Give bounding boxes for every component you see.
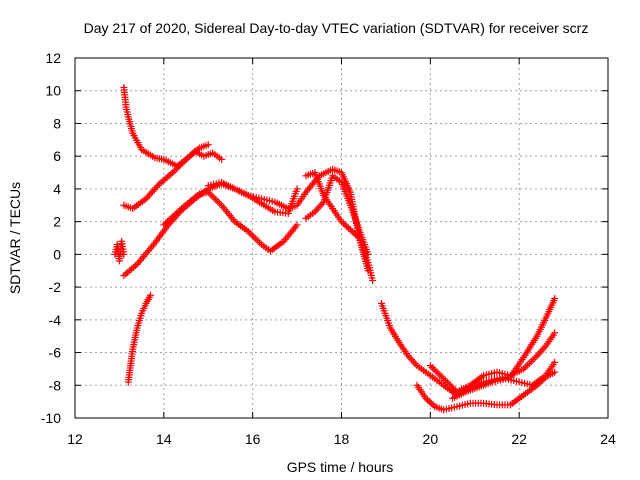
data-point-marker bbox=[369, 277, 377, 285]
y-tick-label: 8 bbox=[53, 115, 61, 131]
y-tick-label: 0 bbox=[53, 246, 61, 262]
y-tick-label: -6 bbox=[49, 345, 62, 361]
y-tick-label: 6 bbox=[53, 148, 61, 164]
x-tick-label: 18 bbox=[334, 431, 350, 447]
y-tick-label: 4 bbox=[53, 181, 61, 197]
series-track-a bbox=[111, 237, 128, 265]
x-tick-label: 20 bbox=[423, 431, 439, 447]
x-tick-label: 14 bbox=[156, 431, 172, 447]
y-tick-label: 2 bbox=[53, 214, 61, 230]
series-track-m bbox=[449, 358, 559, 402]
y-tick-label: -8 bbox=[49, 377, 62, 393]
data-point-marker bbox=[551, 329, 559, 337]
data-point-marker bbox=[204, 141, 212, 149]
x-tick-label: 22 bbox=[511, 431, 527, 447]
x-axis-label: GPS time / hours bbox=[287, 459, 394, 475]
data-point-marker bbox=[551, 368, 559, 376]
data-point-marker bbox=[364, 250, 372, 258]
x-tick-label: 16 bbox=[245, 431, 261, 447]
y-axis-label: SDTVAR / TECUs bbox=[7, 182, 23, 294]
series-track-e bbox=[124, 291, 155, 386]
series-track-i bbox=[302, 172, 372, 258]
data-point-marker bbox=[551, 358, 559, 366]
data-point-marker bbox=[293, 185, 301, 193]
data-point-marker bbox=[120, 250, 128, 258]
y-tick-label: 12 bbox=[45, 50, 61, 66]
series-track-g bbox=[204, 165, 372, 275]
x-tick-label: 24 bbox=[600, 431, 616, 447]
series-track-f bbox=[160, 188, 301, 255]
y-tick-label: -10 bbox=[41, 410, 61, 426]
y-tick-label: -4 bbox=[49, 312, 62, 328]
data-point-marker bbox=[147, 291, 155, 299]
series-track-k bbox=[413, 368, 559, 414]
y-tick-label: -2 bbox=[49, 279, 62, 295]
y-tick-label: 10 bbox=[45, 83, 61, 99]
data-point-marker bbox=[293, 221, 301, 229]
series-track-l bbox=[426, 329, 559, 396]
data-point-marker bbox=[551, 295, 559, 303]
x-tick-label: 12 bbox=[67, 431, 83, 447]
series-layer bbox=[111, 83, 559, 414]
data-point-marker bbox=[218, 155, 226, 163]
chart-title: Day 217 of 2020, Sidereal Day-to-day VTE… bbox=[84, 20, 589, 36]
series-track-c bbox=[120, 141, 212, 213]
